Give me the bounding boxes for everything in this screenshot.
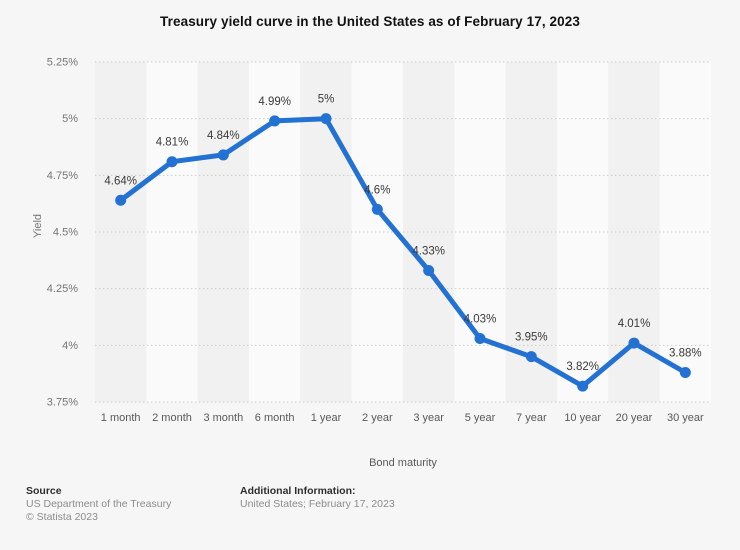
x-tick-label: 3 year [413,412,444,424]
x-tick-label: 2 year [362,412,393,424]
data-point[interactable] [371,203,383,215]
y-tick-label: 4.75% [47,170,78,182]
x-tick-label: 20 year [616,412,653,424]
data-point-label: 4.03% [464,314,497,326]
x-tick-label: 7 year [516,412,547,424]
data-point-label: 3.82% [566,361,599,373]
source-heading: Source [26,485,62,497]
data-point[interactable] [679,367,691,379]
yield-curve-line [118,116,688,389]
data-point[interactable] [217,149,229,161]
data-point[interactable] [115,194,127,206]
data-point[interactable] [269,115,281,127]
plot-band [95,62,147,402]
x-tick-label: 10 year [564,412,601,424]
y-tick-label: 4.25% [47,283,78,295]
x-tick-label: 3 month [203,412,243,424]
data-point-label: 4.99% [258,96,291,108]
data-point-label: 3.88% [669,348,702,360]
y-tick-label: 5.25% [47,57,78,69]
x-tick-label: 2 month [152,412,192,424]
yield-curve-chart: 5.25% 5% 4.75% 4.5% 4.25% 4% 3.75% 1 month 2 mon… [47,57,711,424]
data-point-label: 4.01% [618,318,651,330]
data-point-label: 4.64% [104,175,137,187]
y-axis-title: Yield [32,213,44,239]
data-point[interactable] [423,265,435,277]
data-point-label: 4.33% [412,246,445,258]
data-point[interactable] [628,337,640,349]
data-point[interactable] [320,113,332,125]
y-tick-label: 3.75% [47,397,78,409]
x-axis-title: Bond maturity [369,457,437,469]
data-point-label: 4.81% [156,137,189,149]
source-name: US Department of the Treasury [26,498,172,510]
y-tick-label: 4% [62,340,78,352]
chart-title: Treasury yield curve in the United State… [160,14,580,29]
y-tick-label: 5% [62,113,78,125]
plot-band [249,62,301,402]
additional-info-block: Additional Information: United States; F… [240,485,395,511]
data-point[interactable] [474,333,486,345]
data-point-label: 3.95% [515,332,548,344]
plot-band [557,62,609,402]
copyright-notice: © Statista 2023 [26,511,98,523]
x-tick-label: 6 month [255,412,295,424]
x-tick-label: 1 month [101,412,141,424]
x-tick-label: 5 year [465,412,496,424]
data-point[interactable] [577,380,589,392]
data-point[interactable] [525,351,537,363]
data-point-label: 5% [318,94,335,106]
data-point-label: 4.6% [364,184,390,196]
plot-band [403,62,455,402]
additional-info-text: United States; February 17, 2023 [240,498,395,510]
y-tick-label: 4.5% [53,227,78,239]
additional-info-heading: Additional Information: [240,485,356,497]
data-point[interactable] [166,156,178,168]
x-tick-label: 30 year [667,412,704,424]
source-block: Source US Department of the Treasury © S… [26,485,171,524]
x-tick-label: 1 year [311,412,342,424]
data-point-label: 4.84% [207,130,240,142]
